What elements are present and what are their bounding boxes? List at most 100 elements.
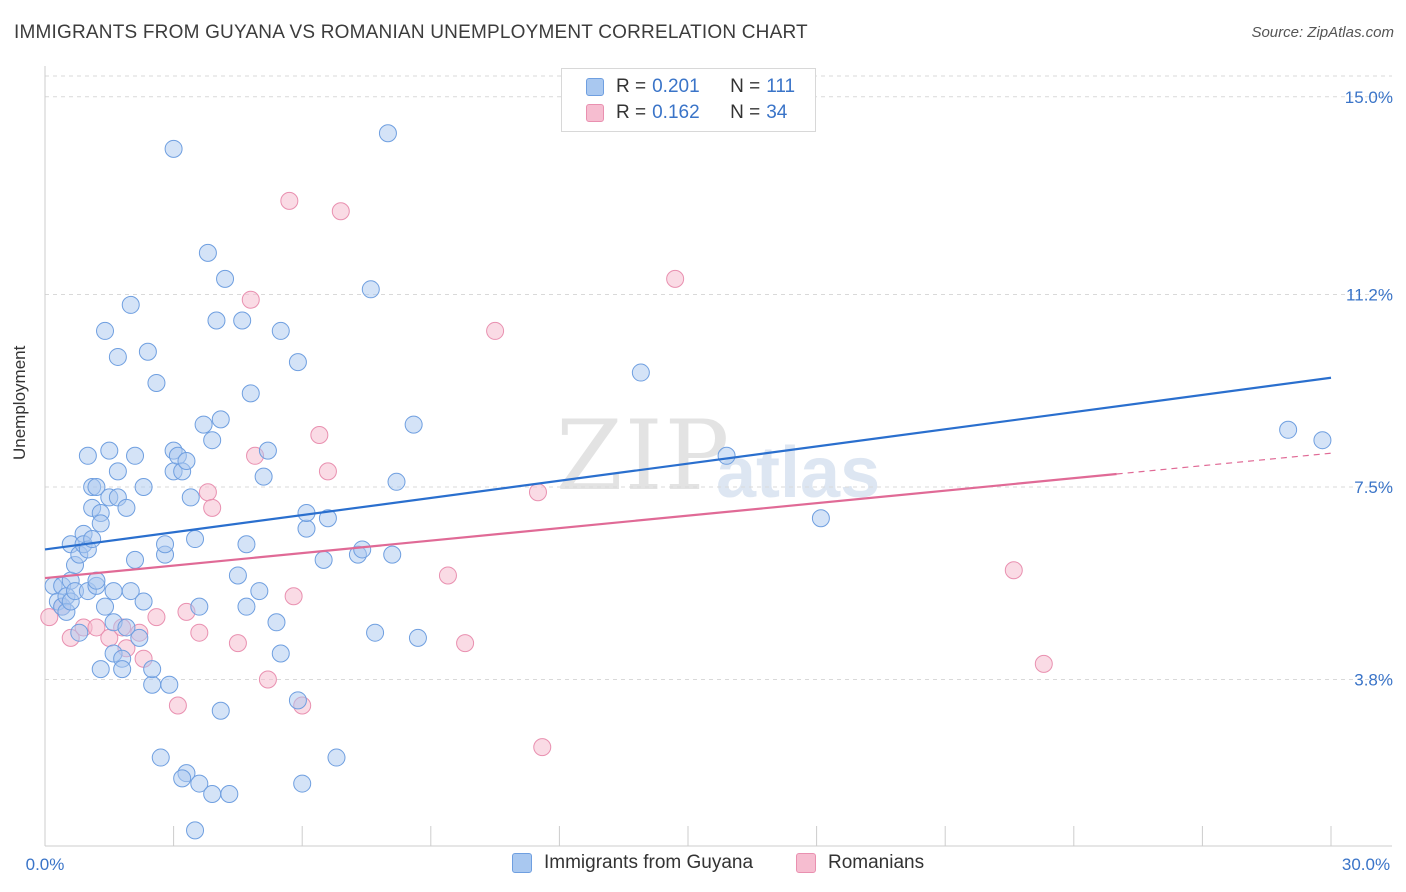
data-point-romanians — [258, 670, 277, 689]
data-point-guyana — [91, 514, 110, 533]
data-point-guyana — [267, 613, 286, 632]
data-point-guyana — [164, 139, 183, 158]
data-point-guyana — [113, 660, 132, 679]
data-point-guyana — [151, 748, 170, 767]
data-point-guyana — [1313, 431, 1332, 450]
data-point-romanians — [666, 269, 685, 288]
data-point-guyana — [233, 311, 252, 330]
legend-n-value: 34 — [766, 102, 788, 123]
data-point-guyana — [211, 410, 230, 429]
data-point-guyana — [314, 550, 333, 569]
data-point-romanians — [87, 618, 106, 637]
data-point-romanians — [228, 634, 247, 653]
data-point-guyana — [121, 295, 140, 314]
data-point-romanians — [241, 290, 260, 309]
data-point-guyana — [198, 243, 217, 262]
data-point-guyana — [190, 597, 209, 616]
data-point-romanians — [1034, 654, 1053, 673]
data-point-guyana — [87, 478, 106, 497]
data-point-guyana — [254, 467, 273, 486]
watermark-zip: ZIP — [556, 400, 732, 512]
data-point-guyana — [126, 550, 145, 569]
data-point-romanians — [533, 738, 552, 757]
legend-item-romanians[interactable]: Romanians — [796, 852, 924, 874]
data-point-guyana — [216, 269, 235, 288]
data-point-guyana — [134, 592, 153, 611]
y-tick-label: 3.8% — [1354, 671, 1393, 690]
legend-n-value: 111 — [766, 76, 796, 97]
data-point-guyana — [237, 535, 256, 554]
data-point-romanians — [280, 191, 299, 210]
data-point-guyana — [100, 441, 119, 460]
y-tick-label: 15.0% — [1345, 88, 1393, 107]
data-point-guyana — [361, 280, 380, 299]
data-point-guyana — [378, 124, 397, 143]
data-point-guyana — [203, 431, 222, 450]
data-point-guyana — [194, 415, 213, 434]
data-point-romanians — [203, 498, 222, 517]
data-point-guyana — [70, 623, 89, 642]
data-point-guyana — [717, 446, 736, 465]
data-point-guyana — [134, 478, 153, 497]
data-point-guyana — [160, 675, 179, 694]
data-point-romanians — [528, 483, 547, 502]
data-point-guyana — [126, 446, 145, 465]
data-point-guyana — [138, 342, 157, 361]
data-point-guyana — [143, 660, 162, 679]
correlation-legend: R = 0.201 N = 111 R = 0.162 N = 34 — [561, 68, 816, 132]
data-point-guyana — [353, 540, 372, 559]
data-point-romanians — [438, 566, 457, 585]
data-point-guyana — [190, 774, 209, 793]
data-point-guyana — [241, 384, 260, 403]
legend-label-guyana: Immigrants from Guyana — [544, 852, 754, 873]
legend-r-label: R = — [616, 102, 647, 123]
data-point-romanians — [310, 425, 329, 444]
data-point-guyana — [293, 774, 312, 793]
data-point-romanians — [486, 321, 505, 340]
chart-title: IMMIGRANTS FROM GUYANA VS ROMANIAN UNEMP… — [14, 22, 808, 43]
data-point-guyana — [228, 566, 247, 585]
legend-label-romanians: Romanians — [828, 852, 925, 873]
data-point-romanians — [40, 608, 59, 627]
data-point-guyana — [207, 311, 226, 330]
data-point-romanians — [147, 608, 166, 627]
data-point-guyana — [181, 488, 200, 507]
data-point-guyana — [177, 452, 196, 470]
data-point-guyana — [211, 701, 230, 720]
data-point-guyana — [327, 748, 346, 767]
data-point-romanians — [284, 587, 303, 606]
data-point-guyana — [186, 821, 205, 840]
data-point-guyana — [186, 530, 205, 549]
legend-n-label: N = — [730, 76, 761, 97]
series-legend: Immigrants from Guyana Romanians — [0, 852, 1406, 876]
data-point-guyana — [173, 769, 192, 788]
legend-r-value: 0.162 — [652, 102, 700, 123]
data-point-guyana — [108, 347, 127, 366]
data-point-guyana — [408, 628, 427, 647]
data-point-guyana — [108, 462, 127, 481]
data-point-romanians — [198, 483, 217, 502]
data-point-guyana — [297, 519, 316, 538]
data-point-guyana — [288, 691, 307, 710]
y-tick-label: 7.5% — [1354, 478, 1393, 497]
data-point-guyana — [147, 373, 166, 392]
data-point-guyana — [383, 545, 402, 564]
data-point-guyana — [96, 597, 115, 616]
data-point-romanians — [190, 623, 209, 642]
chart-source: Source: ZipAtlas.com — [1251, 24, 1394, 41]
data-point-guyana — [96, 321, 115, 340]
data-point-guyana — [404, 415, 423, 434]
legend-swatch-pink — [796, 853, 816, 873]
legend-swatch-blue — [512, 853, 532, 873]
legend-r-value: 0.201 — [652, 76, 700, 97]
legend-item-guyana[interactable]: Immigrants from Guyana — [512, 852, 753, 874]
trendline-romanians-extension — [1116, 452, 1332, 475]
data-point-romanians — [168, 696, 187, 715]
data-point-guyana — [811, 509, 830, 528]
legend-row-romanians: R = 0.162 N = 34 — [586, 101, 787, 125]
legend-n-label: N = — [730, 102, 761, 123]
trendline-guyana — [44, 376, 1332, 551]
data-point-guyana — [366, 623, 385, 642]
data-point-guyana — [1279, 420, 1298, 439]
